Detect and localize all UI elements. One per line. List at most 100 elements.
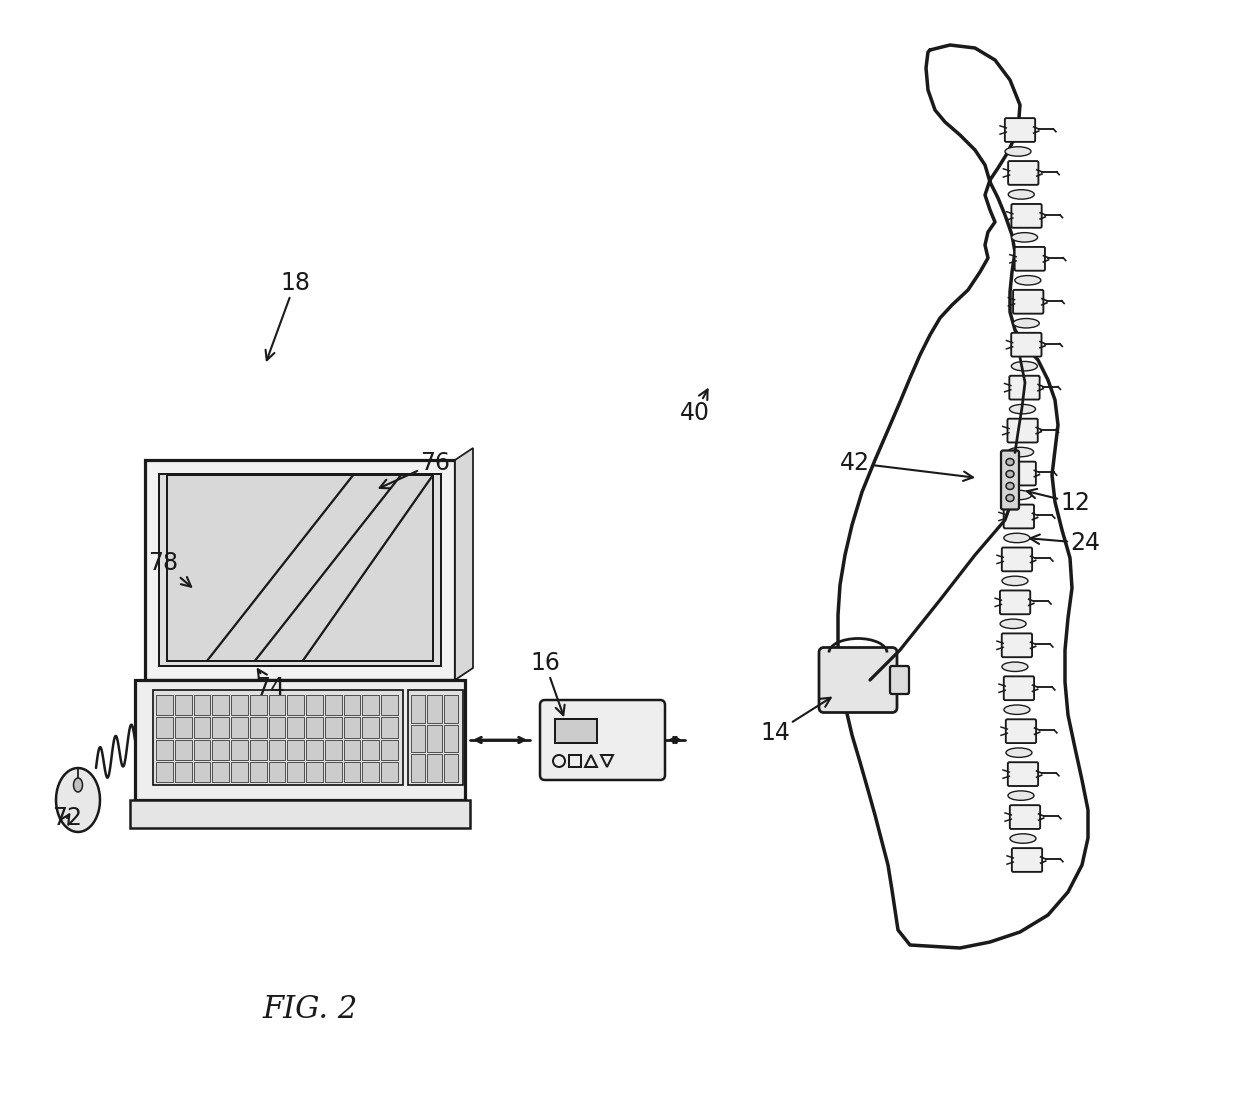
Bar — [288, 717, 304, 737]
Bar — [288, 761, 304, 783]
Bar — [269, 695, 285, 715]
FancyBboxPatch shape — [1008, 161, 1038, 185]
Bar — [212, 717, 229, 737]
FancyBboxPatch shape — [1007, 418, 1038, 443]
Ellipse shape — [1006, 494, 1014, 502]
Text: FIG. 2: FIG. 2 — [263, 995, 357, 1026]
FancyBboxPatch shape — [1013, 290, 1043, 314]
Bar — [249, 717, 267, 737]
FancyBboxPatch shape — [999, 591, 1030, 614]
Bar — [325, 761, 342, 783]
Bar — [193, 761, 211, 783]
Bar — [343, 761, 361, 783]
Bar — [410, 755, 425, 783]
Bar — [156, 695, 172, 715]
Text: 40: 40 — [680, 390, 711, 425]
Bar — [325, 695, 342, 715]
FancyBboxPatch shape — [1008, 763, 1038, 786]
Bar — [231, 761, 248, 783]
Bar — [362, 695, 379, 715]
Ellipse shape — [1002, 662, 1028, 672]
FancyBboxPatch shape — [1004, 676, 1034, 700]
Bar — [175, 695, 191, 715]
Bar — [193, 739, 211, 759]
FancyBboxPatch shape — [1002, 547, 1032, 572]
Ellipse shape — [73, 778, 83, 793]
FancyBboxPatch shape — [1006, 462, 1035, 485]
Bar — [231, 739, 248, 759]
Ellipse shape — [1014, 275, 1040, 285]
FancyBboxPatch shape — [1003, 505, 1034, 528]
Text: 14: 14 — [760, 698, 831, 745]
Bar — [153, 690, 403, 785]
Bar — [156, 761, 172, 783]
Ellipse shape — [1012, 362, 1038, 371]
Bar — [325, 717, 342, 737]
Bar — [269, 761, 285, 783]
Text: 16: 16 — [529, 650, 564, 715]
Ellipse shape — [1008, 447, 1034, 457]
Bar — [193, 717, 211, 737]
Bar — [231, 695, 248, 715]
Ellipse shape — [1008, 790, 1034, 800]
FancyBboxPatch shape — [1009, 805, 1040, 829]
Text: 78: 78 — [148, 551, 191, 587]
Bar — [249, 695, 267, 715]
Ellipse shape — [1006, 458, 1014, 465]
FancyBboxPatch shape — [1009, 376, 1039, 400]
Bar — [193, 695, 211, 715]
Ellipse shape — [1012, 233, 1038, 242]
Bar — [381, 717, 398, 737]
Text: 12: 12 — [1027, 488, 1090, 515]
Text: 18: 18 — [265, 271, 310, 361]
Bar — [569, 755, 582, 767]
Bar — [156, 717, 172, 737]
Bar — [135, 680, 465, 800]
Bar — [306, 739, 322, 759]
Bar — [362, 739, 379, 759]
Bar — [381, 739, 398, 759]
Bar — [362, 761, 379, 783]
Bar — [175, 761, 191, 783]
Bar — [444, 755, 458, 783]
Bar — [306, 761, 322, 783]
Bar — [306, 717, 322, 737]
Bar — [288, 739, 304, 759]
Ellipse shape — [1009, 834, 1035, 844]
Bar — [343, 717, 361, 737]
Ellipse shape — [1006, 491, 1032, 500]
Ellipse shape — [1008, 190, 1034, 199]
Ellipse shape — [1004, 533, 1030, 543]
Bar — [249, 761, 267, 783]
Bar — [428, 755, 441, 783]
Ellipse shape — [1002, 576, 1028, 586]
FancyBboxPatch shape — [1012, 848, 1042, 871]
Bar — [269, 717, 285, 737]
FancyBboxPatch shape — [539, 700, 665, 780]
Bar — [343, 739, 361, 759]
Bar — [175, 739, 191, 759]
Bar — [130, 800, 470, 828]
Ellipse shape — [1013, 319, 1039, 327]
Bar — [175, 717, 191, 737]
Ellipse shape — [1001, 619, 1027, 628]
FancyBboxPatch shape — [1012, 204, 1042, 228]
Ellipse shape — [1004, 705, 1030, 715]
FancyBboxPatch shape — [1004, 118, 1035, 142]
Text: 24: 24 — [1030, 531, 1100, 555]
Bar — [145, 460, 455, 680]
FancyBboxPatch shape — [1002, 634, 1032, 657]
Bar — [408, 690, 463, 785]
Bar — [212, 695, 229, 715]
FancyBboxPatch shape — [1011, 333, 1042, 356]
Polygon shape — [455, 448, 472, 680]
Bar — [428, 695, 441, 723]
Bar — [159, 474, 441, 666]
Bar — [306, 695, 322, 715]
Ellipse shape — [1006, 748, 1032, 757]
Text: 42: 42 — [839, 451, 973, 481]
Bar — [362, 717, 379, 737]
Bar — [249, 739, 267, 759]
Bar — [231, 717, 248, 737]
FancyBboxPatch shape — [1014, 246, 1045, 271]
